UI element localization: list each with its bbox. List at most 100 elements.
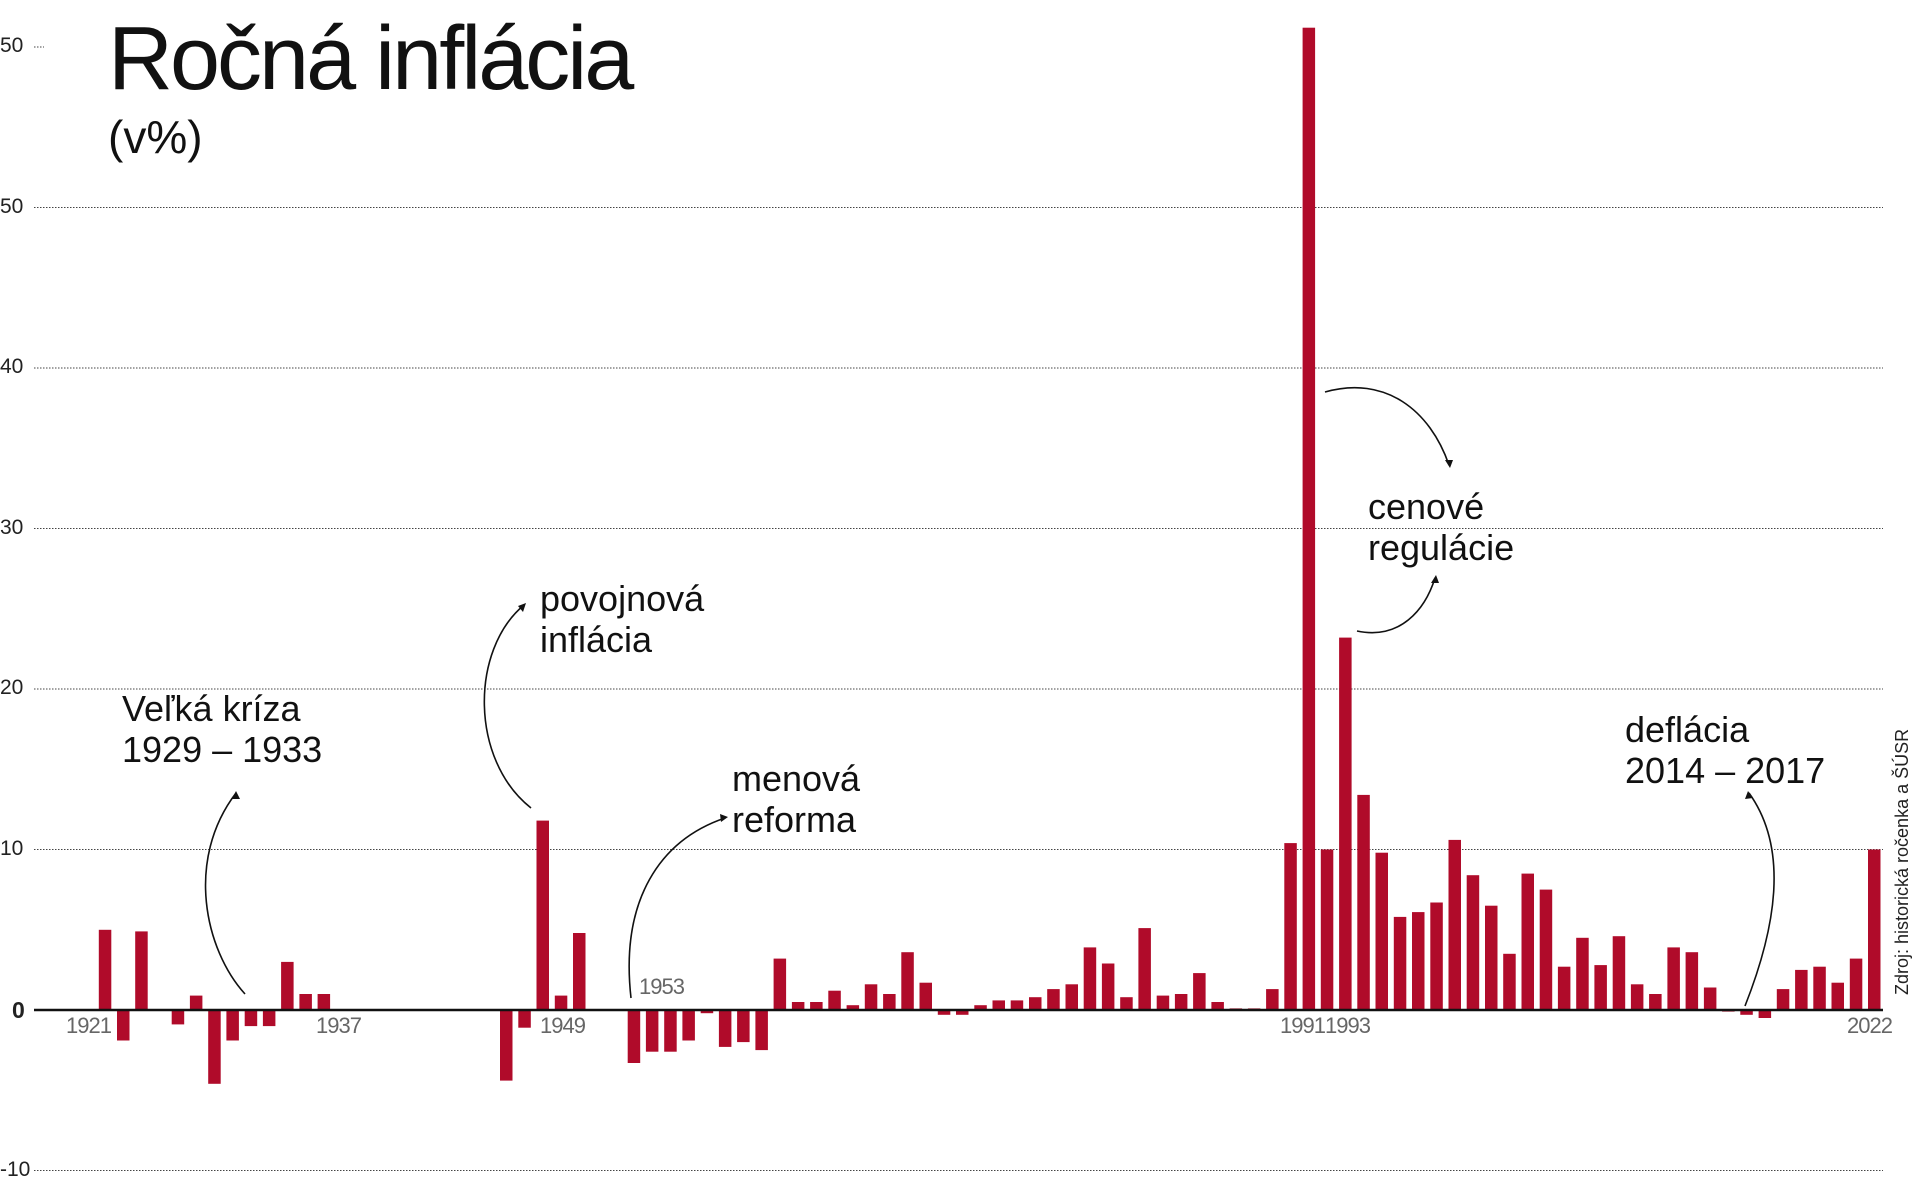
bars <box>98 27 1881 1084</box>
bar-1948 <box>518 1010 531 1028</box>
bar-2003 <box>1521 873 1534 1010</box>
bar-1967 <box>864 984 878 1010</box>
x-tick-label: 1991 <box>1280 1013 1326 1038</box>
bar-2001 <box>1485 905 1498 1010</box>
x-tick-label: 1949 <box>540 1013 586 1038</box>
arrowhead-reform <box>720 814 728 822</box>
arrow-reform <box>628 817 726 999</box>
bar-2007 <box>1594 965 1607 1010</box>
bar-1932 <box>226 1010 239 1041</box>
bar-1976 <box>1029 997 1042 1010</box>
bar-1996 <box>1393 916 1407 1010</box>
bar-1931 <box>208 1010 221 1084</box>
bar-1975 <box>1010 1000 1024 1010</box>
arrow-regulation-bottom <box>1356 577 1436 634</box>
bar-1994 <box>1357 794 1370 1010</box>
bar-2016 <box>1758 1010 1772 1018</box>
y-tick-label: -10 <box>0 1157 31 1181</box>
x-tick-label: 1921 <box>66 1013 112 1038</box>
y-tick-label: 20 <box>0 676 24 699</box>
arrowhead-crisis <box>232 791 240 799</box>
annotation-postwar: povojnová inflácia <box>540 578 705 660</box>
annotation-price-regulation: cenové regulácie <box>1368 486 1515 568</box>
bar-1950 <box>554 995 568 1010</box>
bar-1977 <box>1047 989 1060 1010</box>
bar-1992 <box>1320 849 1334 1010</box>
bar-1961 <box>755 1010 768 1051</box>
bar-1962 <box>773 958 787 1010</box>
bar-1971 <box>937 1010 951 1015</box>
bar-1935 <box>281 961 294 1011</box>
arrowhead-regulation-bottom <box>1431 575 1439 583</box>
x-tick-label: 1953 <box>639 974 685 999</box>
bar-1983 <box>1156 995 1170 1010</box>
bar-1990 <box>1284 843 1297 1010</box>
bar-1981 <box>1120 997 1133 1010</box>
bar-2015 <box>1740 1010 1753 1015</box>
bar-1968 <box>883 994 896 1011</box>
bar-1984 <box>1174 994 1188 1011</box>
bar-1966 <box>846 1005 860 1010</box>
bar-1951 <box>573 933 586 1010</box>
y-tick-label: 50 <box>0 194 24 218</box>
y-tick-label: 40 <box>0 355 24 378</box>
y-tick-label: 10 <box>0 836 24 860</box>
bar-2008 <box>1612 936 1626 1010</box>
annotation-arrows <box>204 387 1775 1007</box>
bar-2020 <box>1831 982 1844 1010</box>
bar-1979 <box>1083 947 1097 1010</box>
bar-1969 <box>901 952 914 1010</box>
bar-1922 <box>117 1010 130 1041</box>
bar-2019 <box>1813 966 1826 1010</box>
bar-2012 <box>1685 952 1699 1010</box>
bar-1933 <box>244 1010 258 1027</box>
bar-2017 <box>1776 989 1790 1010</box>
gridlines <box>34 46 1883 1171</box>
bar-1965 <box>828 990 841 1010</box>
x-tick-label: 1937 <box>316 1013 362 1038</box>
y-tick-label: 0 <box>12 997 25 1023</box>
arrowhead-regulation-top <box>1445 460 1453 468</box>
bar-1997 <box>1412 912 1425 1010</box>
x-tick-label: 2022 <box>1847 1013 1893 1038</box>
bar-1982 <box>1138 928 1151 1010</box>
bar-1936 <box>299 994 312 1011</box>
bar-1930 <box>189 995 203 1010</box>
bar-1963 <box>791 1002 805 1010</box>
bar-2009 <box>1630 984 1644 1010</box>
source-note: Zdroj: historická ročenka a ŠÚSR <box>1892 728 1912 995</box>
y-tick-label: 50 <box>0 34 24 57</box>
annotation-crisis: Veľká kríza 1929 – 1933 <box>122 688 323 770</box>
bar-1972 <box>956 1010 969 1015</box>
bar-1923 <box>135 931 148 1010</box>
bar-1999 <box>1448 839 1461 1010</box>
bar-1989 <box>1266 989 1279 1010</box>
bar-1955 <box>645 1010 659 1052</box>
arrowhead-deflation <box>1745 791 1753 799</box>
bar-1921 <box>98 929 112 1011</box>
bar-1978 <box>1065 984 1078 1010</box>
bar-1957 <box>682 1010 695 1041</box>
bar-1993 <box>1339 637 1352 1010</box>
bar-2000 <box>1466 875 1480 1010</box>
arrow-crisis <box>204 792 246 995</box>
bar-1937 <box>317 994 331 1011</box>
arrow-postwar <box>483 604 532 809</box>
bar-1986 <box>1211 1002 1224 1010</box>
arrowhead-postwar <box>518 603 526 612</box>
bar-1934 <box>262 1010 276 1027</box>
bar-2006 <box>1576 937 1589 1010</box>
bar-1959 <box>718 1010 732 1047</box>
bar-1973 <box>974 1005 987 1010</box>
bar-1929 <box>171 1010 185 1025</box>
annotation-deflation: deflácia 2014 – 2017 <box>1625 709 1826 791</box>
bar-1947 <box>500 1010 513 1081</box>
y-tick-label: 30 <box>0 515 24 539</box>
bar-1949 <box>536 820 549 1010</box>
bar-2002 <box>1503 953 1516 1010</box>
bar-2013 <box>1703 987 1717 1010</box>
bar-1985 <box>1193 973 1206 1010</box>
bar-1960 <box>737 1010 750 1043</box>
arrow-regulation-top <box>1324 387 1450 466</box>
bar-1964 <box>810 1002 823 1010</box>
